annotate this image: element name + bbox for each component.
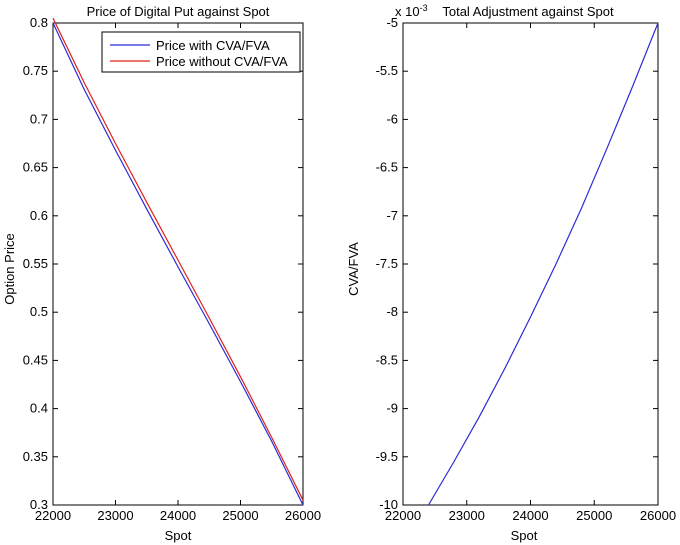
price-x-tick-label: 26000 <box>285 508 321 523</box>
price-x-tick-label: 23000 <box>97 508 133 523</box>
price-y-tick-label: 0.65 <box>23 160 48 175</box>
adjustment-series-line-1 <box>427 22 659 506</box>
adjustment-y-tick-label: -10 <box>379 497 398 512</box>
legend-box <box>101 31 301 73</box>
price-x-tick-label: 25000 <box>222 508 258 523</box>
price-y-tick-label: 0.55 <box>23 256 48 271</box>
adjustment-x-tick-label: 25000 <box>576 508 612 523</box>
adjustment-y-tick-label: -5 <box>386 15 398 30</box>
price-series-line-2 <box>52 17 304 501</box>
legend-label-2: Price without CVA/FVA <box>156 54 288 69</box>
price-y-tick-label: 0.5 <box>30 304 48 319</box>
adjustment-y-tick-label: -9 <box>386 401 398 416</box>
adjustment-x-tick-label: 26000 <box>640 508 676 523</box>
adjustment-x-axis-label: Spot <box>511 528 538 543</box>
price-chart-title: Price of Digital Put against Spot <box>87 4 270 19</box>
price-y-tick-label: 0.35 <box>23 449 48 464</box>
adjustment-y-tick-label: -9.5 <box>376 449 398 464</box>
adjustment-x-tick-label: 23000 <box>449 508 485 523</box>
adjustment-y-tick-label: -5.5 <box>376 63 398 78</box>
price-x-tick-label: 24000 <box>160 508 196 523</box>
adjustment-y-tick-label: -8 <box>386 304 398 319</box>
adjustment-exponent-label: x 10-3 <box>395 3 428 19</box>
price-y-tick-label: 0.3 <box>30 497 48 512</box>
adjustment-x-tick-label: 24000 <box>512 508 548 523</box>
price-subplot: Price of Digital Put against Spot Spot O… <box>2 4 321 543</box>
adjustment-y-tick-label: -7 <box>386 208 398 223</box>
price-y-tick-label: 0.6 <box>30 208 48 223</box>
price-y-axis-label: Option Price <box>2 233 17 305</box>
price-y-tick-label: 0.75 <box>23 63 48 78</box>
adjustment-y-tick-label: -7.5 <box>376 256 398 271</box>
adjustment-y-axis-label: CVA/FVA <box>346 242 361 296</box>
legend-label-1: Price with CVA/FVA <box>156 38 270 53</box>
adjustment-y-tick-label: -6 <box>386 111 398 126</box>
price-y-tick-label: 0.4 <box>30 401 48 416</box>
adjustment-subplot: x 10-3 Total Adjustment against Spot Spo… <box>346 3 676 543</box>
adjustment-y-tick-label: -6.5 <box>376 160 398 175</box>
adjustment-x-tick-label: 22000 <box>385 508 421 523</box>
price-y-tick-label: 0.7 <box>30 111 48 126</box>
adjustment-chart-title: Total Adjustment against Spot <box>442 4 614 19</box>
price-x-axis-label: Spot <box>165 528 192 543</box>
price-y-tick-label: 0.45 <box>23 352 48 367</box>
adjustment-y-tick-label: -8.5 <box>376 352 398 367</box>
price-x-tick-label: 22000 <box>35 508 71 523</box>
price-series-line-1 <box>52 22 304 506</box>
price-y-tick-label: 0.8 <box>30 15 48 30</box>
